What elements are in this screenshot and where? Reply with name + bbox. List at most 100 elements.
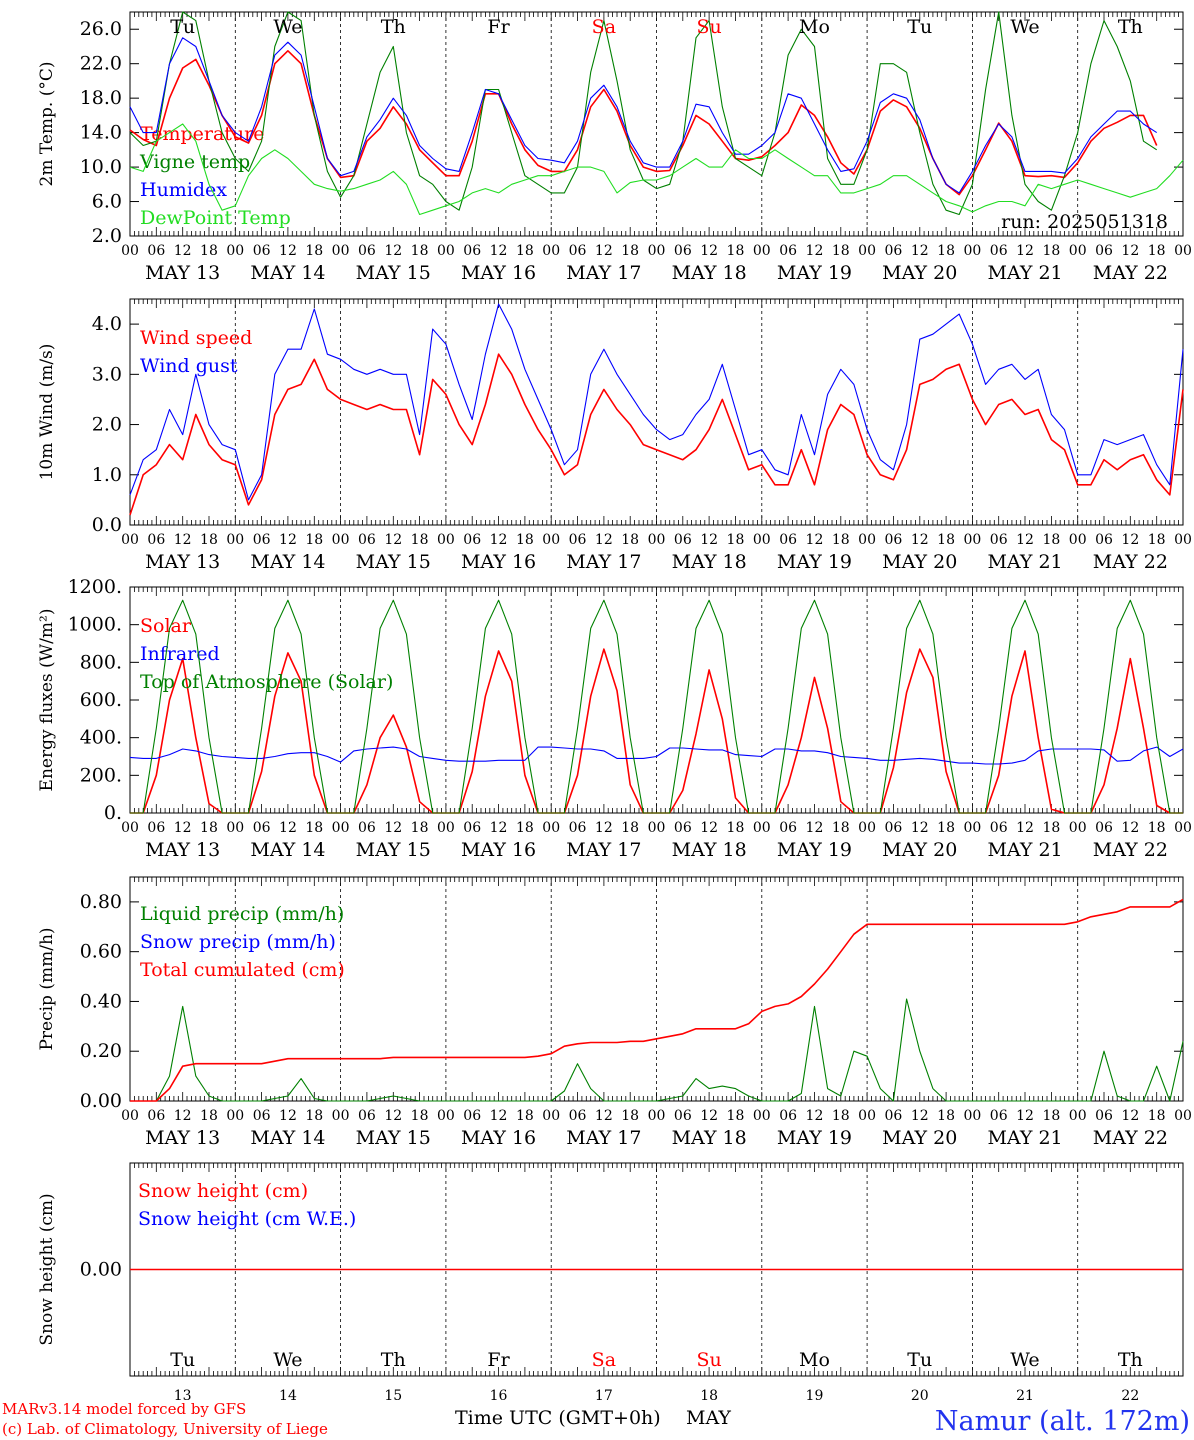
temperature-date-label: MAY 19 xyxy=(777,262,852,284)
precip-hour-label: 06 xyxy=(885,1108,903,1124)
precip-hour-label: 06 xyxy=(358,1108,376,1124)
energy-hour-label: 00 xyxy=(121,820,139,836)
temperature-series-line xyxy=(129,37,1158,194)
precip-series-line xyxy=(130,898,1184,1102)
temperature-series-line xyxy=(129,49,1158,196)
precip-hour-label: 00 xyxy=(858,1108,876,1124)
day-number-label: 19 xyxy=(806,1388,824,1404)
wind-date-label: MAY 13 xyxy=(145,551,220,573)
energy-hour-label: 12 xyxy=(174,820,192,836)
temperature-y-tick-label: 22.0 xyxy=(80,53,122,75)
wind-y-tick-label: 3.0 xyxy=(92,363,122,385)
temperature-hour-label: 06 xyxy=(1095,243,1113,259)
temperature-hour-label: 06 xyxy=(253,243,271,259)
month-label: MAY xyxy=(686,1407,731,1429)
temperature-hour-label: 00 xyxy=(1174,243,1192,259)
temperature-series-line xyxy=(129,11,1158,216)
weekday-label: Mo xyxy=(799,1349,830,1371)
wind-hour-label: 06 xyxy=(463,532,481,548)
temperature-y-tick-label: 6.0 xyxy=(92,191,122,213)
temperature-legend-item: DewPoint Temp xyxy=(140,207,291,229)
energy-hour-label: 06 xyxy=(358,820,376,836)
weekday-label: Sa xyxy=(592,1349,616,1371)
precip-hour-label: 00 xyxy=(963,1108,981,1124)
wind-hour-label: 00 xyxy=(963,532,981,548)
temperature-date-label: MAY 21 xyxy=(987,262,1062,284)
temperature-hour-label: 06 xyxy=(358,243,376,259)
energy-hour-label: 06 xyxy=(1095,820,1113,836)
precip-y-tick-label: 0.40 xyxy=(80,990,122,1012)
precip-hour-label: 00 xyxy=(332,1108,350,1124)
temperature-hour-label: 18 xyxy=(1148,243,1166,259)
wind-hour-label: 00 xyxy=(858,532,876,548)
precip-date-label: MAY 22 xyxy=(1093,1127,1168,1149)
energy-hour-label: 00 xyxy=(1069,820,1087,836)
precip-hour-label: 12 xyxy=(490,1108,508,1124)
weekday-label: We xyxy=(1010,16,1039,38)
energy-y-tick-label: 0. xyxy=(104,802,122,824)
wind-hour-label: 12 xyxy=(911,532,929,548)
temperature-y-tick-label: 26.0 xyxy=(80,18,122,40)
precip-hour-label: 12 xyxy=(279,1108,297,1124)
day-number-label: 20 xyxy=(911,1388,929,1404)
wind-hour-label: 18 xyxy=(411,532,429,548)
wind-y-tick-label: 2.0 xyxy=(92,414,122,436)
temperature-date-label: MAY 14 xyxy=(250,262,325,284)
wind-hour-label: 06 xyxy=(779,532,797,548)
precip-legend-item: Liquid precip (mm/h) xyxy=(140,903,344,925)
precip-date-label: MAY 21 xyxy=(987,1127,1062,1149)
energy-hour-label: 18 xyxy=(621,820,639,836)
wind-legend-item: Wind gust xyxy=(140,355,238,377)
energy-hour-label: 06 xyxy=(569,820,587,836)
temperature-date-label: MAY 18 xyxy=(672,262,747,284)
wind-hour-label: 18 xyxy=(516,532,534,548)
precip-hour-label: 18 xyxy=(411,1108,429,1124)
wind-hour-label: 18 xyxy=(727,532,745,548)
temperature-y-axis-label: 2m Temp. (°C) xyxy=(37,61,57,186)
precip-hour-label: 06 xyxy=(463,1108,481,1124)
temperature-legend-item: Temperature xyxy=(140,123,264,145)
wind-date-label: MAY 16 xyxy=(461,551,536,573)
energy-hour-label: 12 xyxy=(911,820,929,836)
energy-hour-label: 12 xyxy=(806,820,824,836)
weekday-label: Fr xyxy=(487,16,510,38)
temperature-y-tick-label: 18.0 xyxy=(80,87,122,109)
wind-y-tick-label: 0.0 xyxy=(92,514,122,536)
energy-date-label: MAY 20 xyxy=(882,839,957,861)
temperature-hour-label: 12 xyxy=(490,243,508,259)
energy-y-tick-label: 1000. xyxy=(68,614,122,636)
energy-hour-label: 18 xyxy=(1042,820,1060,836)
temperature-date-label: MAY 17 xyxy=(566,262,641,284)
energy-hour-label: 12 xyxy=(595,820,613,836)
temperature-series-line xyxy=(129,123,1184,216)
temperature-frame xyxy=(129,11,1184,237)
precip-hour-label: 00 xyxy=(226,1108,244,1124)
temperature-hour-label: 12 xyxy=(911,243,929,259)
precip-y-tick-label: 0.60 xyxy=(80,941,122,963)
snow-x-ticks xyxy=(129,1163,1184,1376)
precip-hour-label: 06 xyxy=(990,1108,1008,1124)
energy-hour-label: 18 xyxy=(200,820,218,836)
precip-hour-label: 18 xyxy=(200,1108,218,1124)
temperature-hour-label: 12 xyxy=(1016,243,1034,259)
energy-legend-item: Infrared xyxy=(140,643,220,665)
wind-hour-label: 18 xyxy=(305,532,323,548)
energy-hour-label: 18 xyxy=(305,820,323,836)
energy-date-label: MAY 19 xyxy=(777,839,852,861)
temperature-y-tick-label: 14.0 xyxy=(80,122,122,144)
temperature-hour-label: 12 xyxy=(806,243,824,259)
temperature-date-label: MAY 22 xyxy=(1093,262,1168,284)
energy-y-tick-label: 1200. xyxy=(68,576,122,598)
run-label: run: 2025051318 xyxy=(1001,211,1168,233)
energy-hour-label: 12 xyxy=(279,820,297,836)
precip-hour-label: 18 xyxy=(1148,1108,1166,1124)
energy-date-label: MAY 15 xyxy=(356,839,431,861)
energy-hour-label: 06 xyxy=(885,820,903,836)
precip-date-label: MAY 14 xyxy=(250,1127,325,1149)
wind-x-ticks xyxy=(129,299,1184,525)
precip-hour-label: 06 xyxy=(253,1108,271,1124)
precip-hour-label: 18 xyxy=(516,1108,534,1124)
wind-y-tick-label: 4.0 xyxy=(92,313,122,335)
wind-hour-label: 06 xyxy=(358,532,376,548)
